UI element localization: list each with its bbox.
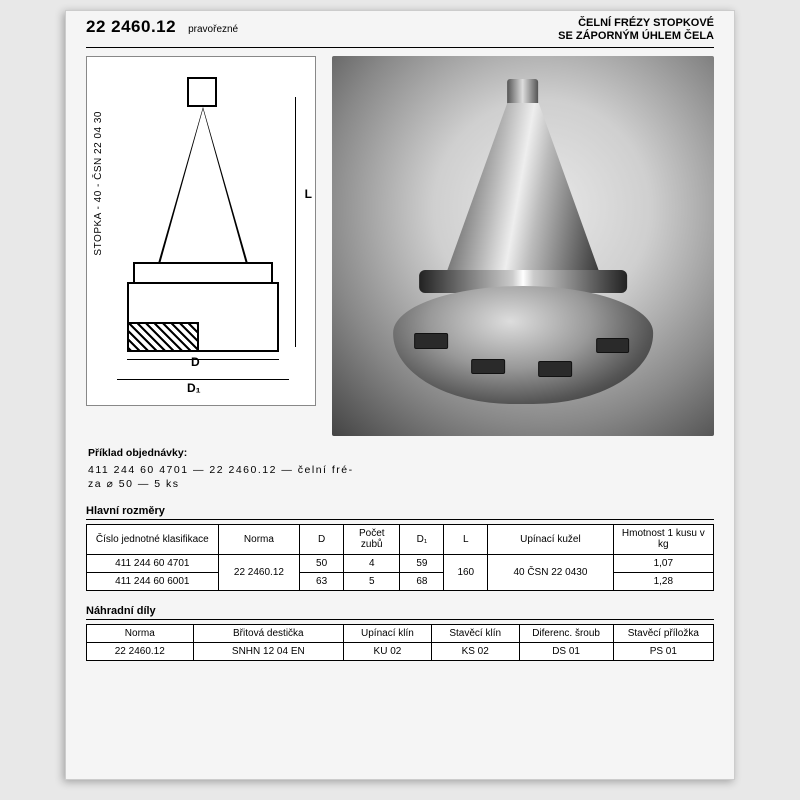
product-photo — [332, 56, 714, 436]
cell-mass: 1,28 — [613, 572, 713, 590]
cell-norma: 22 2460.12 — [87, 643, 194, 661]
dimension-L-line — [289, 97, 303, 347]
cell-teeth: 5 — [344, 572, 400, 590]
photo-insert — [539, 361, 573, 376]
cell-upinaci-klin: KU 02 — [344, 643, 432, 661]
title-line-1: ČELNÍ FRÉZY STOPKOVÉ — [558, 17, 714, 30]
cell-teeth: 4 — [344, 554, 400, 572]
col-L: L — [444, 524, 488, 554]
spare-parts-title: Náhradní díly — [86, 605, 714, 620]
technical-drawing: STOPKA - 40 - ČSN 22 04 30 L D D₁ — [86, 56, 316, 406]
col-norma: Norma — [87, 624, 194, 643]
cell-L: 160 — [444, 554, 488, 590]
photo-insert — [596, 338, 630, 353]
cell-D: 63 — [300, 572, 344, 590]
drawing-ring — [133, 262, 273, 284]
drawing-hatch — [127, 322, 199, 352]
cell-D1: 59 — [400, 554, 444, 572]
col-norma: Norma — [218, 524, 300, 554]
dimension-D1-label: D₁ — [187, 381, 201, 395]
product-code: 22 2460.12 — [86, 17, 176, 37]
figure-area: STOPKA - 40 - ČSN 22 04 30 L D D₁ — [66, 48, 734, 436]
cell-norma: 22 2460.12 — [218, 554, 300, 590]
cell-insert: SNHN 12 04 EN — [193, 643, 343, 661]
main-dimensions-title: Hlavní rozměry — [86, 505, 714, 520]
spare-parts-section: Náhradní díly Norma Břitová destička Upí… — [66, 591, 734, 662]
drawing-shank — [187, 77, 217, 107]
order-line-2: za ⌀ 50 — 5 ks — [88, 477, 712, 491]
col-diferenc-sroub: Diferenc. šroub — [519, 624, 613, 643]
col-staveci-prilozka: Stavěcí příložka — [613, 624, 713, 643]
order-line-1: 411 244 60 4701 — 22 2460.12 — čelní fré… — [88, 463, 712, 477]
product-subtitle: pravořezné — [188, 24, 238, 35]
table-row: 411 244 60 6001 63 5 68 1,28 — [87, 572, 714, 590]
page-header: 22 2460.12 pravořezné ČELNÍ FRÉZY STOPKO… — [66, 11, 734, 47]
col-D: D — [300, 524, 344, 554]
col-staveci-klin: Stavěcí klín — [431, 624, 519, 643]
dimension-D-line — [127, 359, 279, 371]
cell-diferenc-sroub: DS 01 — [519, 643, 613, 661]
photo-cone — [445, 103, 601, 277]
dimension-L-label: L — [305, 187, 312, 201]
col-insert: Břitová destička — [193, 624, 343, 643]
cell-D: 50 — [300, 554, 344, 572]
cell-staveci-prilozka: PS 01 — [613, 643, 713, 661]
header-left: 22 2460.12 pravořezné — [86, 17, 238, 43]
table-row: 411 244 60 4701 22 2460.12 50 4 59 160 4… — [87, 554, 714, 572]
drawing-cone-inner — [160, 109, 246, 264]
dimension-D1-line — [117, 379, 289, 391]
spare-parts-table: Norma Břitová destička Upínací klín Stav… — [86, 624, 714, 662]
col-classification: Číslo jednotné klasifikace — [87, 524, 219, 554]
photo-head — [393, 286, 653, 403]
col-teeth: Počet zubů — [344, 524, 400, 554]
col-mass: Hmotnost 1 kusu v kg — [613, 524, 713, 554]
drawing-side-text: STOPKA - 40 - ČSN 22 04 30 — [93, 111, 104, 256]
photo-shank — [507, 79, 538, 106]
dimension-D-label: D — [191, 355, 200, 369]
title-line-2: SE ZÁPORNÝM ÚHLEM ČELA — [558, 30, 714, 43]
order-example: Příklad objednávky: 411 244 60 4701 — 22… — [66, 436, 734, 491]
cell-id: 411 244 60 6001 — [87, 572, 219, 590]
cell-id: 411 244 60 4701 — [87, 554, 219, 572]
cell-mass: 1,07 — [613, 554, 713, 572]
col-D1: D₁ — [400, 524, 444, 554]
table-header-row: Číslo jednotné klasifikace Norma D Počet… — [87, 524, 714, 554]
photo-tool — [393, 79, 653, 413]
photo-insert — [414, 333, 448, 348]
photo-insert — [471, 359, 505, 374]
main-dimensions-table: Číslo jednotné klasifikace Norma D Počet… — [86, 524, 714, 591]
header-right: ČELNÍ FRÉZY STOPKOVÉ SE ZÁPORNÝM ÚHLEM Č… — [558, 17, 714, 43]
catalog-page: 22 2460.12 pravořezné ČELNÍ FRÉZY STOPKO… — [65, 10, 735, 780]
table-row: 22 2460.12 SNHN 12 04 EN KU 02 KS 02 DS … — [87, 643, 714, 661]
main-dimensions-section: Hlavní rozměry Číslo jednotné klasifikac… — [66, 491, 734, 591]
order-title: Příklad objednávky: — [88, 446, 712, 460]
col-cone: Upínací kužel — [488, 524, 613, 554]
table-header-row: Norma Břitová destička Upínací klín Stav… — [87, 624, 714, 643]
cell-D1: 68 — [400, 572, 444, 590]
cell-staveci-klin: KS 02 — [431, 643, 519, 661]
cell-cone: 40 ČSN 22 0430 — [488, 554, 613, 590]
col-upinaci-klin: Upínací klín — [344, 624, 432, 643]
